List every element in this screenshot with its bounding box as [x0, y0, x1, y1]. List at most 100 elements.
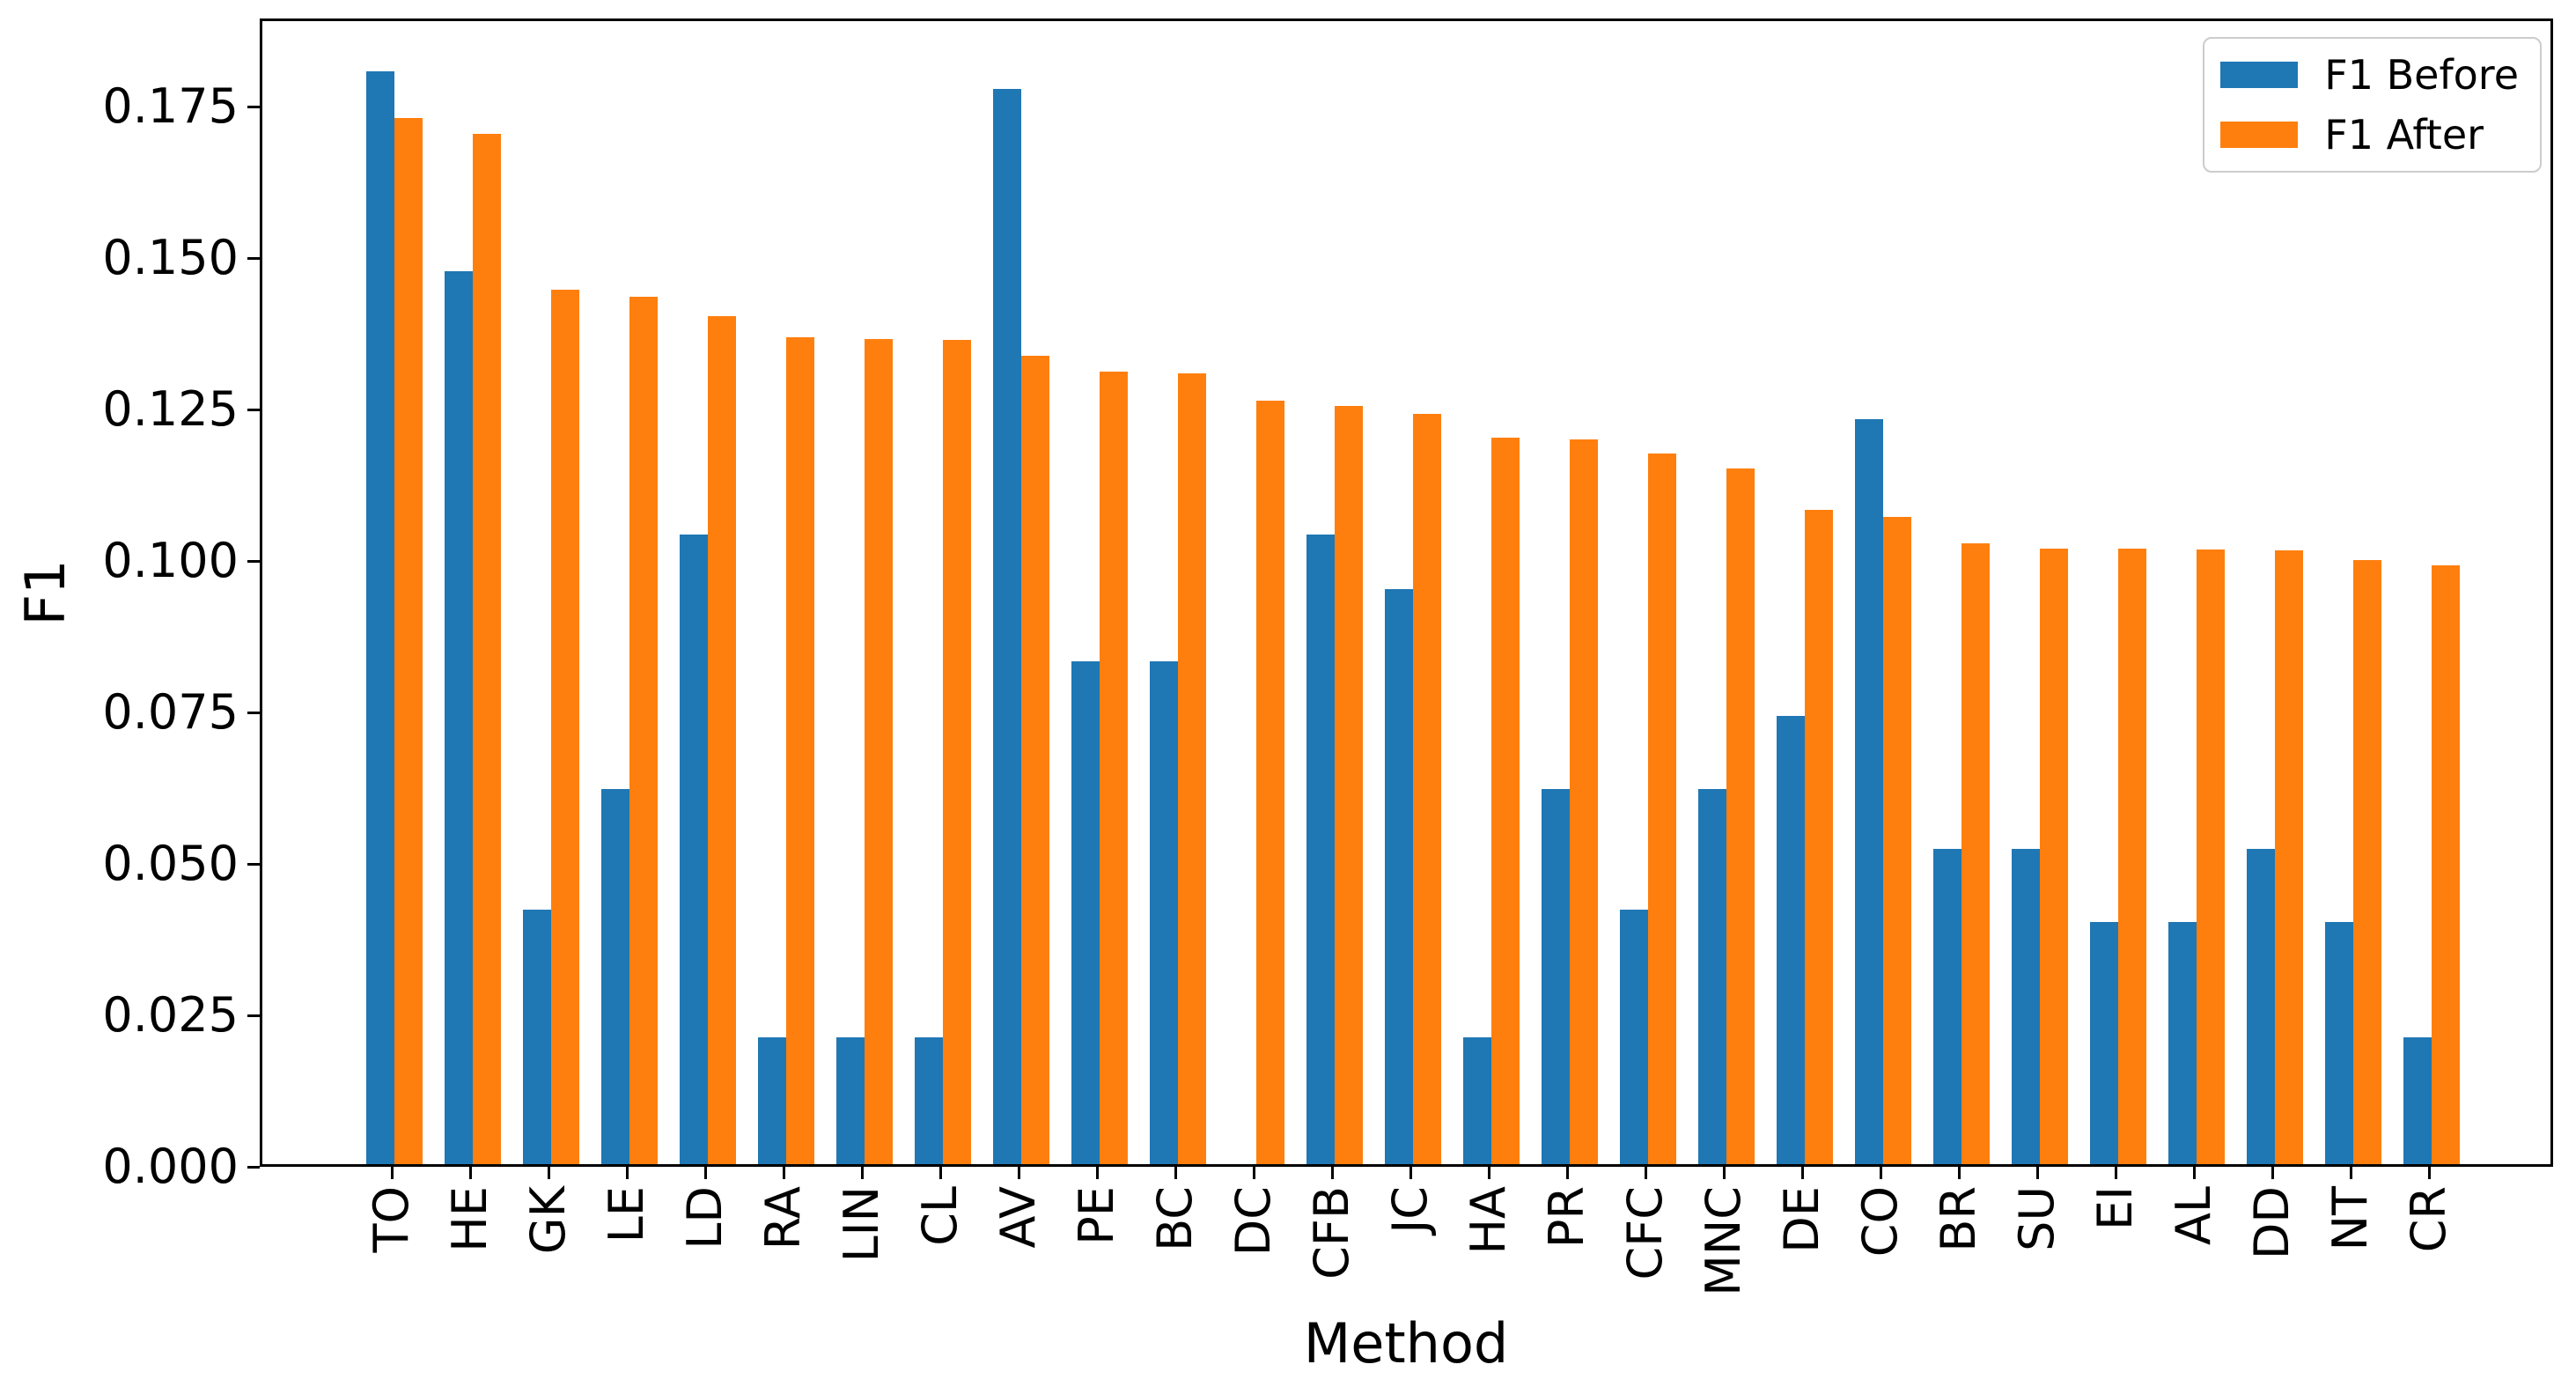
- legend-item-after: F1 After: [2220, 113, 2519, 157]
- x-tick-mark: [468, 1167, 472, 1179]
- bar-ha-before: [1463, 1037, 1491, 1164]
- bar-to-after: [394, 118, 423, 1164]
- bar-le-after: [629, 297, 658, 1164]
- bar-nt-before: [2325, 922, 2353, 1164]
- bar-ld-before: [680, 535, 708, 1164]
- x-tick-mark: [390, 1167, 394, 1179]
- y-axis-label: F1: [13, 559, 77, 626]
- bar-mnc-after: [1726, 468, 1755, 1164]
- x-tick-mark: [1330, 1167, 1334, 1179]
- y-tick-label: 0.175: [102, 78, 239, 135]
- x-tick-mark: [2271, 1167, 2274, 1179]
- y-tick-mark: [247, 559, 260, 563]
- bar-dd-before: [2247, 849, 2275, 1164]
- x-tick-label-br: BR: [1931, 1186, 1986, 1252]
- bar-dc-after: [1256, 401, 1284, 1164]
- x-tick-mark: [2192, 1167, 2196, 1179]
- bar-bc-before: [1150, 661, 1178, 1164]
- x-tick-mark: [1252, 1167, 1255, 1179]
- x-tick-mark: [2114, 1167, 2117, 1179]
- x-axis-label: Method: [1303, 1311, 1509, 1376]
- bar-mnc-before: [1698, 789, 1726, 1164]
- x-tick-mark: [1722, 1167, 1726, 1179]
- bar-dd-after: [2275, 550, 2303, 1164]
- x-tick-label-ld: LD: [677, 1186, 732, 1250]
- x-tick-mark: [703, 1167, 707, 1179]
- x-tick-label-de: DE: [1774, 1186, 1829, 1253]
- x-tick-label-lin: LIN: [834, 1186, 889, 1263]
- x-tick-mark: [1095, 1167, 1099, 1179]
- legend-swatch-after-icon: [2220, 122, 2299, 148]
- x-tick-mark: [547, 1167, 550, 1179]
- bar-jc-after: [1413, 414, 1441, 1164]
- x-tick-label-he: HE: [442, 1186, 497, 1252]
- legend: F1 Before F1 After: [2203, 37, 2542, 173]
- bar-de-after: [1805, 510, 1833, 1164]
- bar-co-after: [1883, 517, 1911, 1164]
- bar-to-before: [366, 71, 394, 1164]
- bar-ei-after: [2118, 549, 2146, 1164]
- x-tick-mark: [1800, 1167, 1804, 1179]
- x-tick-mark: [1174, 1167, 1177, 1179]
- legend-label-after: F1 After: [2324, 111, 2484, 159]
- x-tick-label-dd: DD: [2244, 1186, 2300, 1260]
- bar-lin-before: [836, 1037, 865, 1164]
- x-tick-label-le: LE: [599, 1186, 654, 1243]
- y-tick-mark: [247, 862, 260, 866]
- x-tick-label-ei: EI: [2087, 1186, 2143, 1231]
- bar-gk-after: [551, 290, 579, 1164]
- x-tick-label-cfc: CFC: [1617, 1186, 1673, 1280]
- x-tick-mark: [1879, 1167, 1882, 1179]
- x-tick-label-gk: GK: [520, 1186, 576, 1255]
- bar-cl-after: [943, 340, 971, 1164]
- x-tick-label-pr: PR: [1539, 1186, 1594, 1249]
- y-tick-mark: [247, 105, 260, 108]
- y-tick-mark: [247, 408, 260, 411]
- bar-br-before: [1933, 849, 1961, 1164]
- x-tick-mark: [782, 1167, 785, 1179]
- bar-av-before: [993, 89, 1021, 1164]
- x-tick-mark: [1644, 1167, 1647, 1179]
- bar-pr-after: [1570, 439, 1598, 1164]
- x-tick-label-su: SU: [2009, 1186, 2064, 1251]
- x-tick-mark: [1957, 1167, 1961, 1179]
- x-tick-mark: [938, 1167, 942, 1179]
- bar-ra-before: [758, 1037, 786, 1164]
- bar-su-after: [2040, 549, 2068, 1164]
- bar-le-before: [601, 789, 629, 1164]
- x-tick-mark: [2349, 1167, 2352, 1179]
- x-tick-label-cr: CR: [2401, 1186, 2456, 1253]
- x-tick-label-bc: BC: [1147, 1186, 1203, 1251]
- x-tick-label-to: TO: [364, 1186, 419, 1253]
- bar-pe-before: [1071, 661, 1100, 1164]
- bar-nt-after: [2353, 560, 2381, 1164]
- y-tick-label: 0.050: [102, 836, 239, 892]
- bar-jc-before: [1385, 589, 1413, 1164]
- bar-su-before: [2012, 849, 2040, 1164]
- x-tick-label-ha: HA: [1461, 1186, 1516, 1255]
- y-tick-label: 0.100: [102, 533, 239, 589]
- y-tick-label: 0.075: [102, 684, 239, 741]
- bar-al-after: [2197, 549, 2225, 1164]
- y-tick-mark: [247, 256, 260, 260]
- bar-ra-after: [786, 337, 814, 1164]
- y-tick-mark: [247, 1014, 260, 1017]
- bar-cfb-after: [1335, 406, 1363, 1164]
- x-tick-mark: [2427, 1167, 2431, 1179]
- bar-ld-after: [708, 316, 736, 1164]
- x-tick-label-pe: PE: [1069, 1186, 1124, 1245]
- bar-pr-before: [1542, 789, 1570, 1164]
- bar-al-before: [2168, 922, 2197, 1164]
- bar-av-after: [1021, 356, 1049, 1164]
- y-tick-label: 0.025: [102, 987, 239, 1044]
- bar-he-before: [445, 271, 473, 1164]
- x-tick-mark: [625, 1167, 629, 1179]
- x-tick-label-jc: JC: [1382, 1186, 1438, 1234]
- x-tick-mark: [1409, 1167, 1412, 1179]
- bar-co-before: [1855, 419, 1883, 1164]
- x-tick-mark: [1487, 1167, 1490, 1179]
- bar-cr-after: [2432, 565, 2460, 1164]
- legend-swatch-before-icon: [2220, 62, 2299, 88]
- x-tick-mark: [2035, 1167, 2039, 1179]
